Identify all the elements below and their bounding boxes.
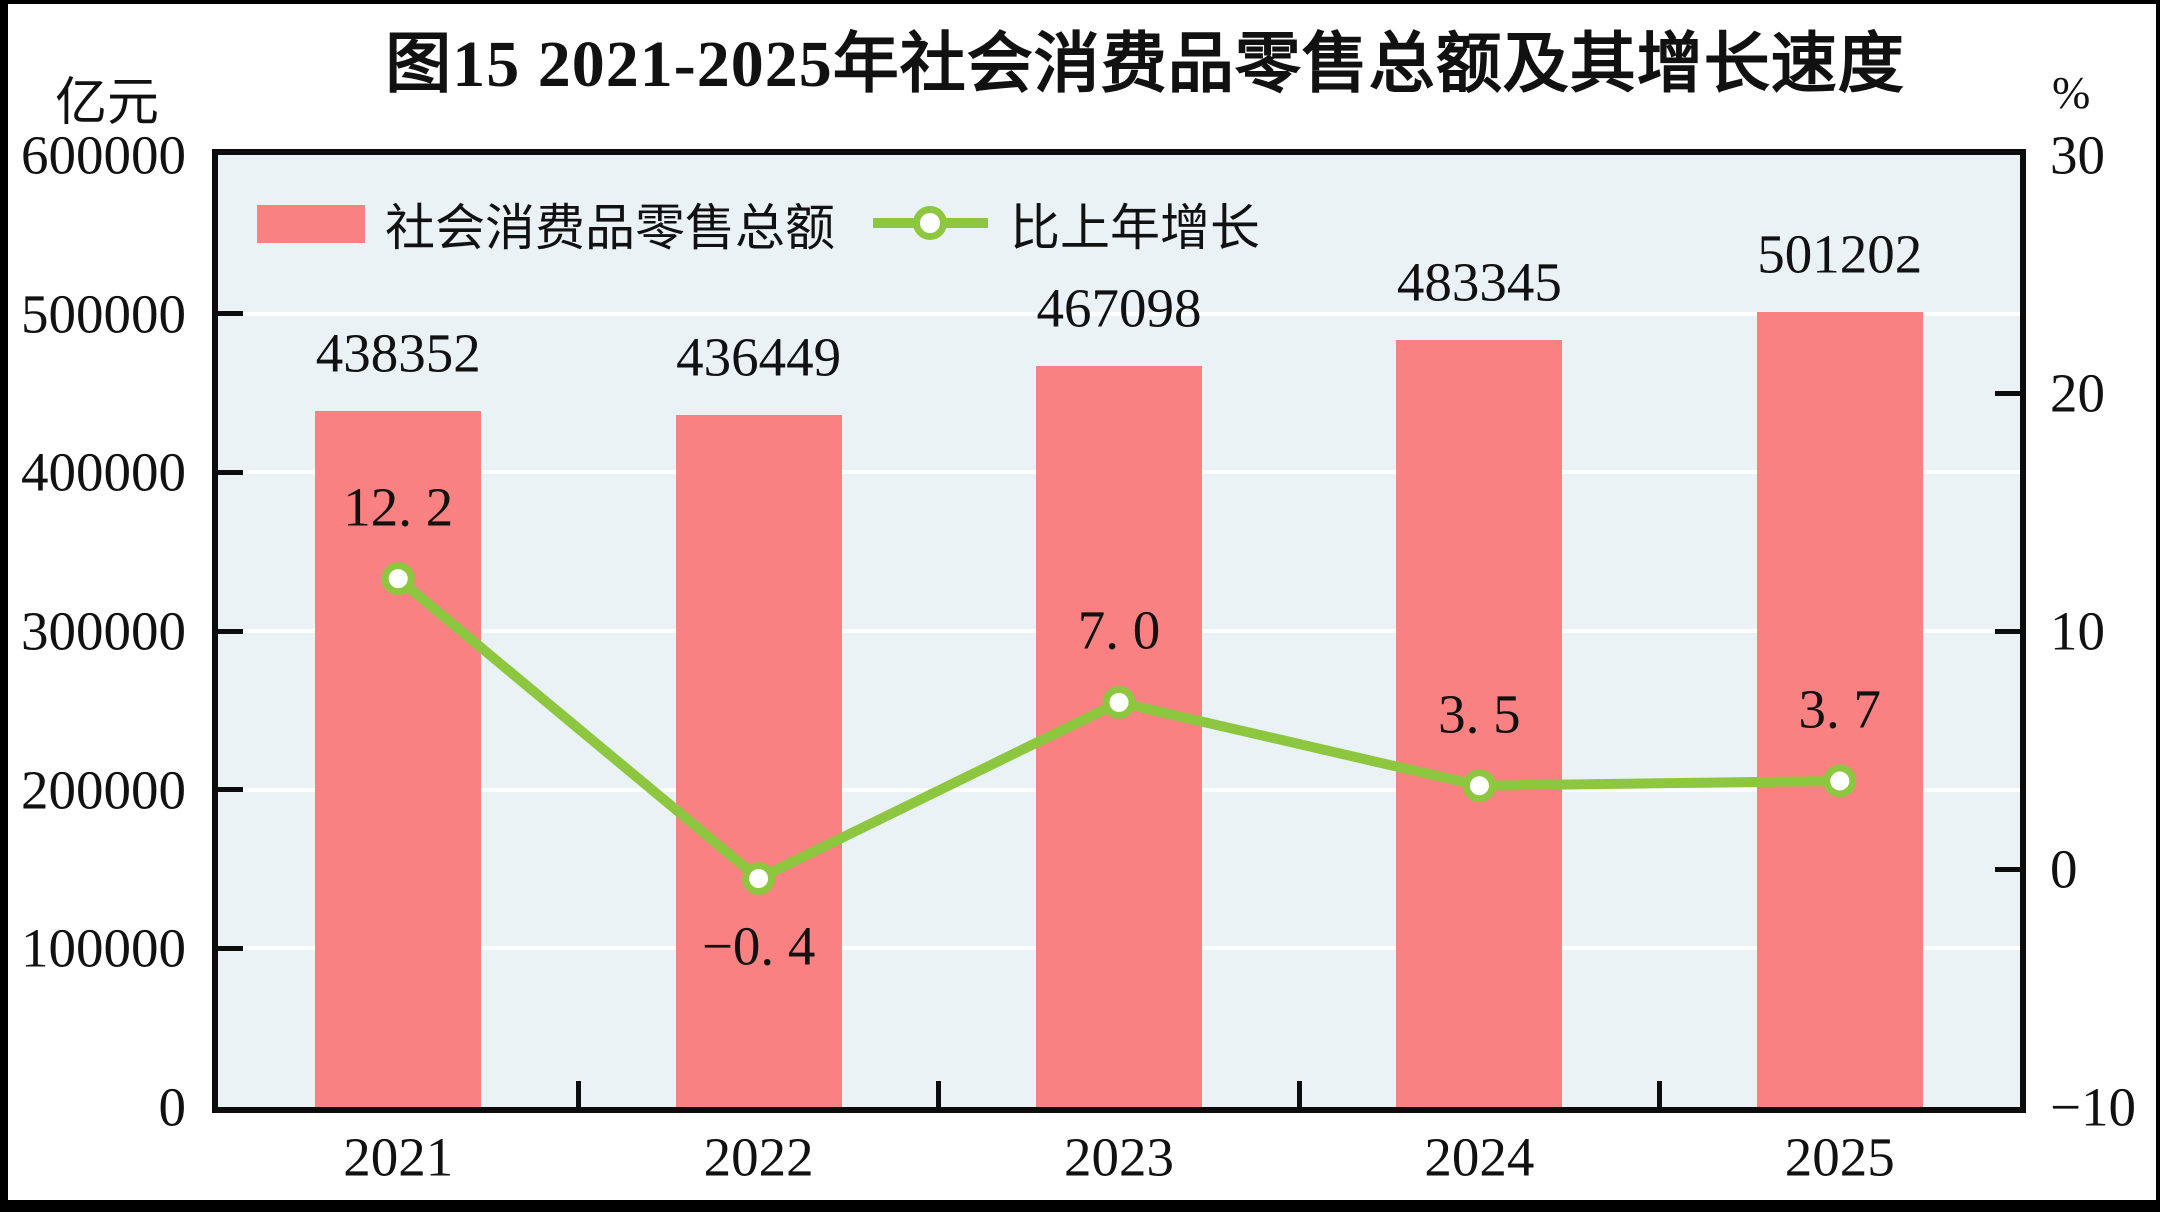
left-axis-tick <box>218 311 243 317</box>
bar-value-label: 438352 <box>315 322 481 384</box>
x-axis-tick <box>1657 1081 1663 1107</box>
right-axis-tick-label: 0 <box>2050 838 2078 900</box>
line-value-label: 12. 2 <box>343 476 454 538</box>
chart-title: 图15 2021-2025年社会消费品零售总额及其增长速度 <box>385 28 1905 101</box>
x-axis-tick <box>1296 1081 1302 1107</box>
right-axis-unit-label: % <box>2052 67 2091 118</box>
legend-line-marker-icon <box>913 206 947 240</box>
left-axis-tick-label: 500000 <box>21 283 186 345</box>
right-axis-tick-label: −10 <box>2050 1076 2137 1138</box>
left-axis-tick-label: 200000 <box>21 759 186 821</box>
left-axis-tick-label: 400000 <box>21 441 186 503</box>
x-axis-label-2023: 2023 <box>1064 1126 1174 1188</box>
screenshot-border-right <box>2156 0 2160 1212</box>
line-value-label: −0. 4 <box>701 915 816 977</box>
bar-value-label: 467098 <box>1036 277 1202 339</box>
screenshot-border-top <box>0 0 2160 4</box>
right-axis-tick <box>1995 628 2020 634</box>
left-axis-tick <box>218 945 243 951</box>
bar-value-label: 501202 <box>1757 223 1923 285</box>
left-axis-tick <box>218 469 243 475</box>
line-value-label: 3. 5 <box>1438 683 1521 745</box>
gridline <box>218 311 2020 316</box>
left-axis-tick-label: 0 <box>158 1076 187 1138</box>
right-axis-tick-label: 30 <box>2050 124 2105 186</box>
legend-bar-swatch <box>257 205 365 243</box>
line-value-label: 3. 7 <box>1798 678 1882 740</box>
left-axis-tick-label: 600000 <box>21 124 186 186</box>
line-value-label: 7. 0 <box>1077 599 1161 661</box>
right-axis-tick <box>1995 866 2020 872</box>
right-axis-tick-label: 20 <box>2050 362 2105 424</box>
x-axis-label-2021: 2021 <box>343 1126 454 1188</box>
bar-value-label: 483345 <box>1396 251 1562 313</box>
screenshot-border-left <box>0 0 8 1212</box>
left-axis-tick <box>218 787 243 793</box>
left-axis-tick <box>218 628 243 634</box>
x-axis-label-2025: 2025 <box>1784 1126 1895 1188</box>
bar-2022 <box>675 414 842 1107</box>
left-axis-unit-label: 亿元 <box>55 75 160 132</box>
x-axis-tick <box>575 1081 581 1107</box>
x-axis-tick <box>936 1081 942 1107</box>
x-axis-label-2022: 2022 <box>703 1126 814 1188</box>
screenshot-border-bottom <box>0 1200 2160 1212</box>
x-axis-label-2024: 2024 <box>1424 1126 1535 1188</box>
right-axis-tick-label: 10 <box>2050 600 2105 662</box>
bar-2023 <box>1036 365 1202 1107</box>
legend-bar-label: 社会消费品零售总额 <box>385 200 835 256</box>
right-axis-tick <box>1995 390 2020 396</box>
left-axis-tick-label: 100000 <box>21 917 186 979</box>
left-axis-tick-label: 300000 <box>21 600 186 662</box>
bar-value-label: 436449 <box>676 326 842 387</box>
legend-line-label: 比上年增长 <box>1010 200 1260 256</box>
